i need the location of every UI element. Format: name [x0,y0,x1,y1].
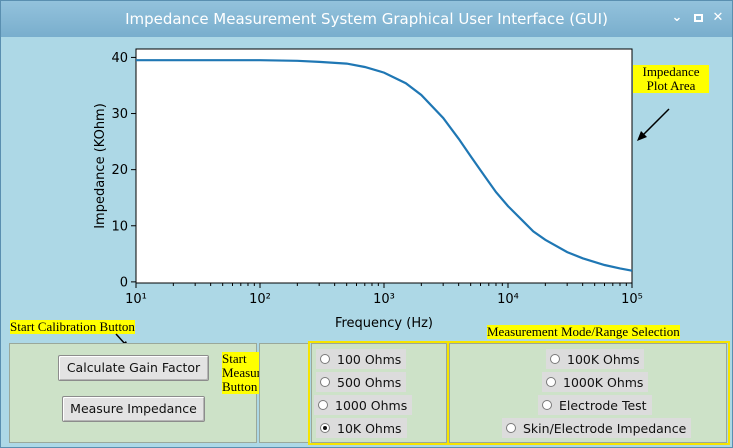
maximize-icon[interactable] [690,10,706,26]
radio-label: 1000K Ohms [563,374,644,390]
annotation-mode-selection: Measurement Mode/Range Selection [487,324,680,339]
annotation-start-calibration: Start Calibration Button [10,319,135,334]
x-tick-label: 10⁵ [621,292,643,307]
radio-indicator[interactable] [320,377,330,387]
range-panel-left: 100 Ohms 500 Ohms 1000 Ohms 10K Ohms [311,343,447,443]
close-icon[interactable]: ✕ [712,10,724,25]
x-tick-label: 10¹ [125,292,147,307]
radio-label: 100K Ohms [567,351,640,367]
annotation-plot-area: Impedance Plot Area [633,65,709,93]
range-panel-right: 100K Ohms 1000K Ohms Electrode Test Skin… [449,343,727,443]
measure-impedance-button[interactable]: Measure Impedance [62,396,205,422]
radio-100-ohms[interactable]: 100 Ohms [316,349,407,369]
radio-label: 500 Ohms [337,374,402,390]
spacer-panel [259,343,309,443]
mode-selection-divider [447,341,449,445]
mode-selection-highlight [308,341,730,445]
radio-label: Skin/Electrode Impedance [523,420,687,436]
y-tick-label: 10 [111,219,128,234]
plot-panel: 0 10 20 30 40 10¹ 10² 10³ 10⁴ 10⁵ Frequency (Hz)… [1,37,732,343]
radio-indicator[interactable] [318,400,328,410]
y-tick-label: 20 [111,163,128,178]
radio-indicator[interactable] [550,354,560,364]
y-tick-label: 40 [111,51,128,66]
calibration-panel: Calculate Gain Factor Measure Impedance [9,343,257,443]
plot-area [135,48,633,284]
x-tick-label: 10⁴ [497,292,519,307]
annotation-arrow [640,108,670,138]
radio-1000-ohms[interactable]: 1000 Ohms [314,395,413,415]
x-axis-label: Frequency (Hz) [335,316,433,331]
radio-1000k-ohms[interactable]: 1000K Ohms [542,372,649,392]
radio-skin-electrode-impedance[interactable]: Skin/Electrode Impedance [502,418,692,438]
title-bar: Impedance Measurement System Graphical U… [1,1,732,37]
radio-indicator[interactable] [320,354,330,364]
y-tick-label: 30 [111,107,128,122]
minimize-icon[interactable]: ⌄ [671,10,683,25]
impedance-series-line [136,59,633,272]
window-title: Impedance Measurement System Graphical U… [125,10,608,28]
annotation-arrowhead [637,131,647,141]
radio-electrode-test[interactable]: Electrode Test [538,395,652,415]
radio-indicator[interactable] [542,400,552,410]
radio-label: 1000 Ohms [335,397,408,413]
calculate-gain-factor-button[interactable]: Calculate Gain Factor [58,355,209,381]
radio-500-ohms[interactable]: 500 Ohms [316,372,407,392]
radio-label: 10K Ohms [337,420,402,436]
radio-100k-ohms[interactable]: 100K Ohms [546,349,645,369]
y-axis-label: Impedance (KOhm) [93,103,108,229]
y-tick-label: 0 [120,275,128,290]
radio-10k-ohms[interactable]: 10K Ohms [316,418,407,438]
radio-indicator[interactable] [546,377,556,387]
x-tick-label: 10³ [373,292,395,307]
radio-label: Electrode Test [559,397,647,413]
radio-indicator-selected[interactable] [320,423,330,433]
x-tick-label: 10² [249,292,271,307]
radio-indicator[interactable] [506,423,516,433]
impedance-plot: 0 10 20 30 40 10¹ 10² 10³ 10⁴ 10⁵ Frequency (Hz)… [93,48,670,331]
radio-label: 100 Ohms [337,351,402,367]
